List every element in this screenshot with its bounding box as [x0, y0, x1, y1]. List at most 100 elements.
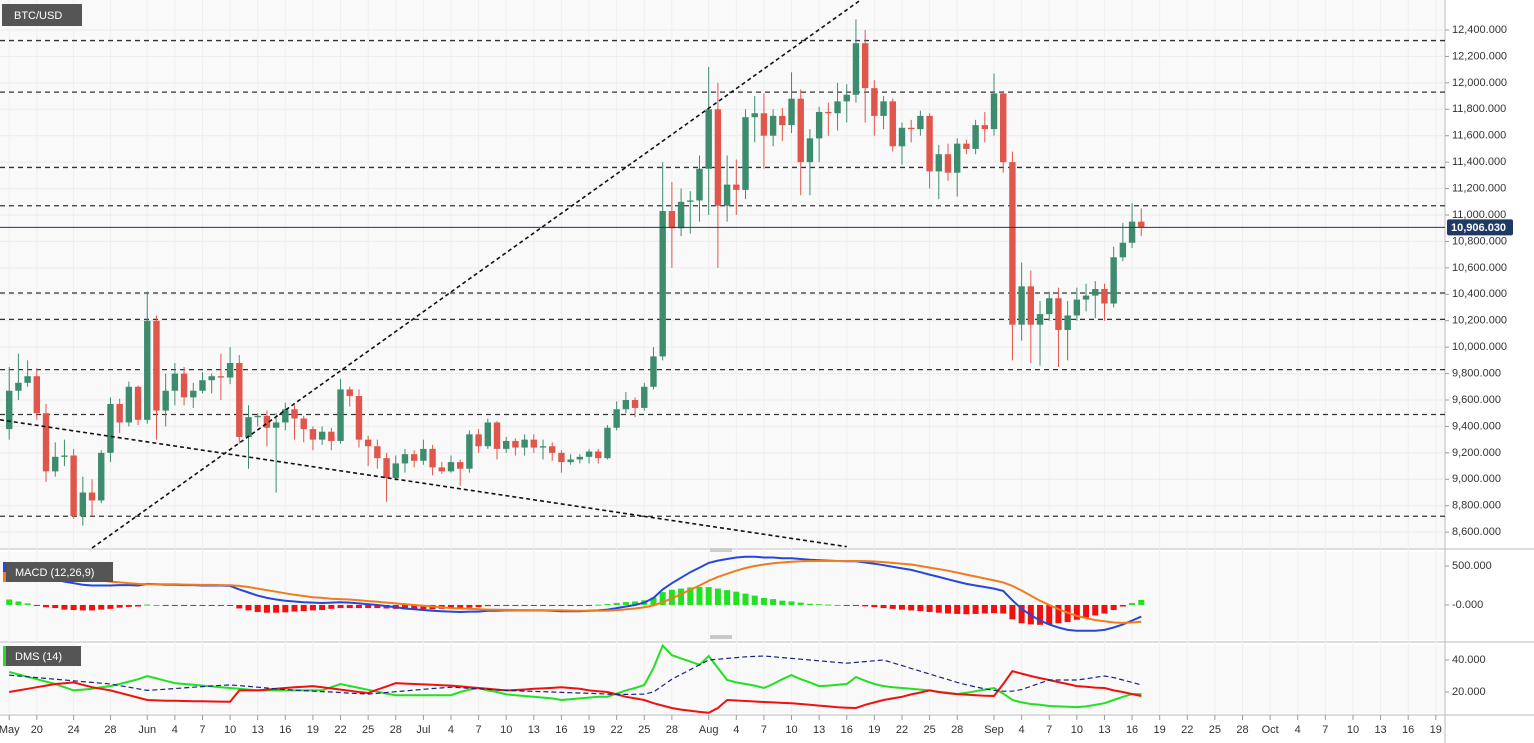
candle-body: [245, 417, 252, 437]
histogram-bar: [43, 604, 50, 608]
candle-body: [622, 399, 630, 410]
histogram-bar: [917, 604, 924, 612]
histogram-bar: [1055, 604, 1062, 624]
x-tick-label: Aug: [699, 724, 719, 736]
candle-body: [364, 439, 372, 447]
candle-body: [217, 376, 225, 378]
histogram-bar: [595, 604, 602, 606]
x-tick-label: 19: [583, 724, 595, 736]
histogram-bar: [834, 604, 841, 606]
histogram-bar: [816, 604, 823, 606]
histogram-bar: [374, 604, 381, 609]
histogram-bar: [963, 604, 970, 615]
x-tick-label: 25: [923, 724, 935, 736]
histogram-bar: [337, 604, 344, 609]
candle-body: [134, 386, 142, 420]
histogram-bar: [282, 604, 289, 613]
candle-body: [595, 451, 602, 459]
candle-body: [456, 462, 464, 469]
histogram-bar: [273, 604, 280, 613]
candle-body: [70, 455, 77, 517]
y-tick-label: 11,200.000: [1452, 182, 1506, 194]
histogram-bar: [521, 604, 528, 606]
histogram-bar: [586, 604, 593, 606]
candle-body: [33, 376, 41, 414]
candle-body: [981, 125, 989, 130]
candle-body: [1092, 288, 1099, 296]
histogram-bar: [972, 604, 979, 614]
y-tick-label: 11,600.000: [1452, 130, 1506, 142]
histogram-bar: [89, 604, 96, 611]
histogram-bar: [484, 604, 491, 607]
candle-body: [1138, 221, 1145, 228]
histogram-bar: [576, 604, 583, 606]
last-price-label: 10,906.030: [1451, 222, 1506, 234]
candle-body: [328, 431, 335, 441]
candle-body: [576, 456, 584, 460]
histogram-bar: [705, 587, 712, 605]
candle-body: [309, 429, 317, 440]
resize-handle[interactable]: [710, 548, 732, 639]
y-tick-label: 40.000: [1452, 654, 1486, 666]
histogram-bar: [217, 604, 224, 606]
x-tick-label: 13: [528, 724, 540, 736]
x-tick-label: 4: [733, 724, 739, 736]
candle-body: [972, 125, 979, 149]
candle-body: [953, 143, 961, 173]
candle-body: [714, 109, 722, 206]
histogram-bar: [33, 604, 40, 606]
x-tick-label: 28: [951, 724, 963, 736]
histogram-bar: [898, 604, 905, 610]
histogram-bar: [1101, 604, 1108, 614]
y-tick-label: 9,200.000: [1452, 447, 1501, 459]
histogram-bar: [926, 604, 933, 612]
x-tick-label: Sep: [984, 724, 1004, 736]
histogram-bar: [162, 604, 169, 606]
histogram-bar: [880, 604, 887, 609]
histogram-bar: [411, 604, 418, 610]
x-tick-label: 28: [390, 724, 402, 736]
candle-body: [171, 373, 179, 391]
histogram-bar: [401, 604, 408, 610]
x-tick-label: 10: [1071, 724, 1083, 736]
histogram-bar: [52, 604, 59, 609]
x-tick-label: Oct: [1262, 724, 1279, 736]
candle-body: [153, 320, 160, 411]
histogram-bar: [227, 604, 234, 606]
x-tick-label: 19: [1430, 724, 1442, 736]
x-tick-label: 7: [476, 724, 482, 736]
histogram-bar: [650, 597, 657, 605]
x-tick-label: 25: [1209, 724, 1221, 736]
histogram-bar: [1129, 603, 1136, 605]
histogram-bar: [954, 604, 961, 614]
candle-body: [558, 452, 565, 463]
histogram-bar: [1110, 604, 1117, 611]
histogram-bar: [1037, 604, 1044, 625]
x-tick-label: 19: [868, 724, 880, 736]
histogram-bar: [70, 604, 77, 611]
y-tick-label: 11,000.000: [1452, 209, 1506, 221]
candle-body: [438, 467, 445, 472]
panel-title: MACD (12,26,9): [15, 567, 94, 579]
candle-body: [98, 452, 105, 501]
y-tick-label: 12,200.000: [1452, 50, 1507, 62]
candle-body: [512, 440, 519, 448]
candle-body: [797, 98, 804, 163]
title-box: [2, 4, 82, 26]
histogram-bar: [263, 604, 270, 613]
histogram-bar: [724, 590, 731, 605]
y-tick-label: -0.000: [1452, 599, 1483, 611]
y-tick-label: 11,400.000: [1452, 156, 1506, 168]
candle-body: [401, 454, 409, 464]
candle-body: [613, 409, 620, 428]
histogram-bar: [319, 604, 326, 611]
histogram-bar: [760, 597, 767, 605]
candle-body: [208, 376, 215, 381]
candle-body: [696, 168, 703, 201]
histogram-bar: [687, 587, 694, 605]
marks: [0, 0, 1445, 714]
candle-body: [144, 320, 151, 420]
candle-body: [567, 459, 574, 463]
x-tick-label: 19: [1154, 724, 1166, 736]
